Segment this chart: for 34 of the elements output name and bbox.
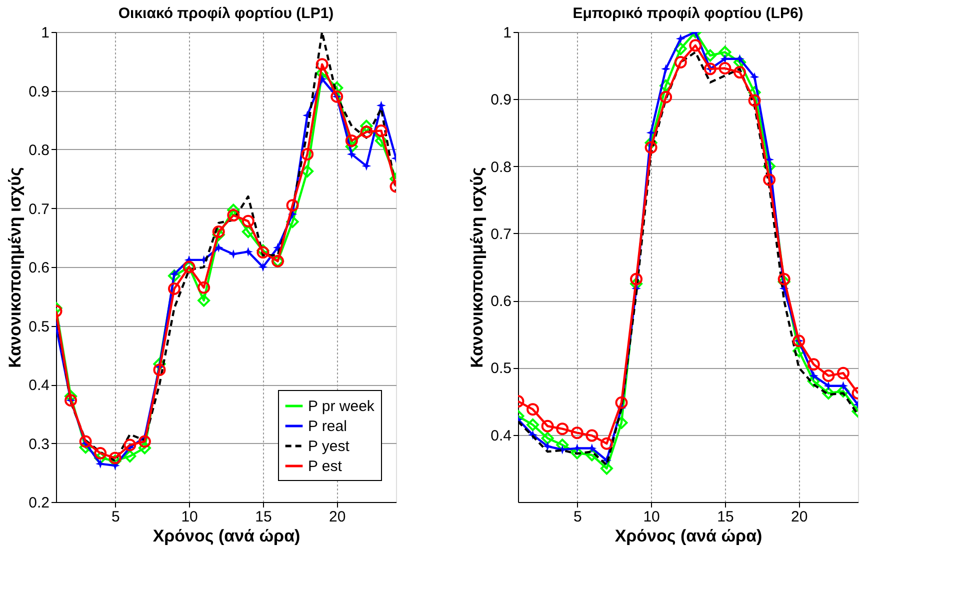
x-tick-label: 15 [255, 508, 272, 526]
chart-title: Οικιακό προφίλ φορτίου (LP1) [118, 5, 334, 22]
y-axis-title: Κανονικοποιημένη ισχύς [468, 166, 487, 368]
x-tick-label: 5 [573, 508, 582, 526]
y-tick-label: 0.9 [490, 92, 512, 109]
y-tick-label: 0.5 [28, 318, 50, 336]
x-axis-title: Χρόνος (ανά ώρα) [614, 526, 762, 546]
y-axis-title: Κανονικοποιημένη ισχύς [6, 166, 25, 368]
y-tick-label: 0.7 [28, 200, 50, 218]
x-tick-label: 15 [717, 508, 734, 526]
x-tick-label: 20 [329, 508, 346, 526]
y-tick-label: 0.6 [490, 293, 512, 310]
x-tick-label: 10 [643, 508, 660, 526]
y-tick-label: 0.7 [490, 226, 512, 243]
legend-label: P real [308, 418, 347, 435]
y-tick-label: 0.4 [28, 377, 50, 394]
x-tick-label: 20 [791, 508, 808, 526]
y-tick-label: 1 [41, 24, 50, 42]
y-tick-label: 1 [503, 24, 512, 42]
y-tick-label: 0.3 [28, 436, 50, 453]
chart-title: Εμπορικό προφίλ φορτίου (LP6) [572, 5, 804, 22]
y-tick-label: 0.8 [28, 142, 50, 159]
y-tick-label: 0.9 [28, 83, 50, 100]
legend-label: P est [308, 458, 343, 475]
x-tick-label: 5 [111, 508, 120, 526]
x-tick-label: 10 [181, 508, 198, 526]
legend-label: P pr week [308, 398, 375, 415]
y-tick-label: 0.2 [28, 494, 50, 512]
y-tick-label: 0.6 [28, 260, 50, 276]
x-axis-title: Χρόνος (ανά ώρα) [152, 526, 300, 546]
y-tick-label: 0.8 [490, 158, 512, 176]
y-tick-label: 0.4 [490, 427, 512, 444]
y-tick-label: 0.5 [490, 360, 512, 378]
legend-label: P yest [308, 438, 350, 455]
